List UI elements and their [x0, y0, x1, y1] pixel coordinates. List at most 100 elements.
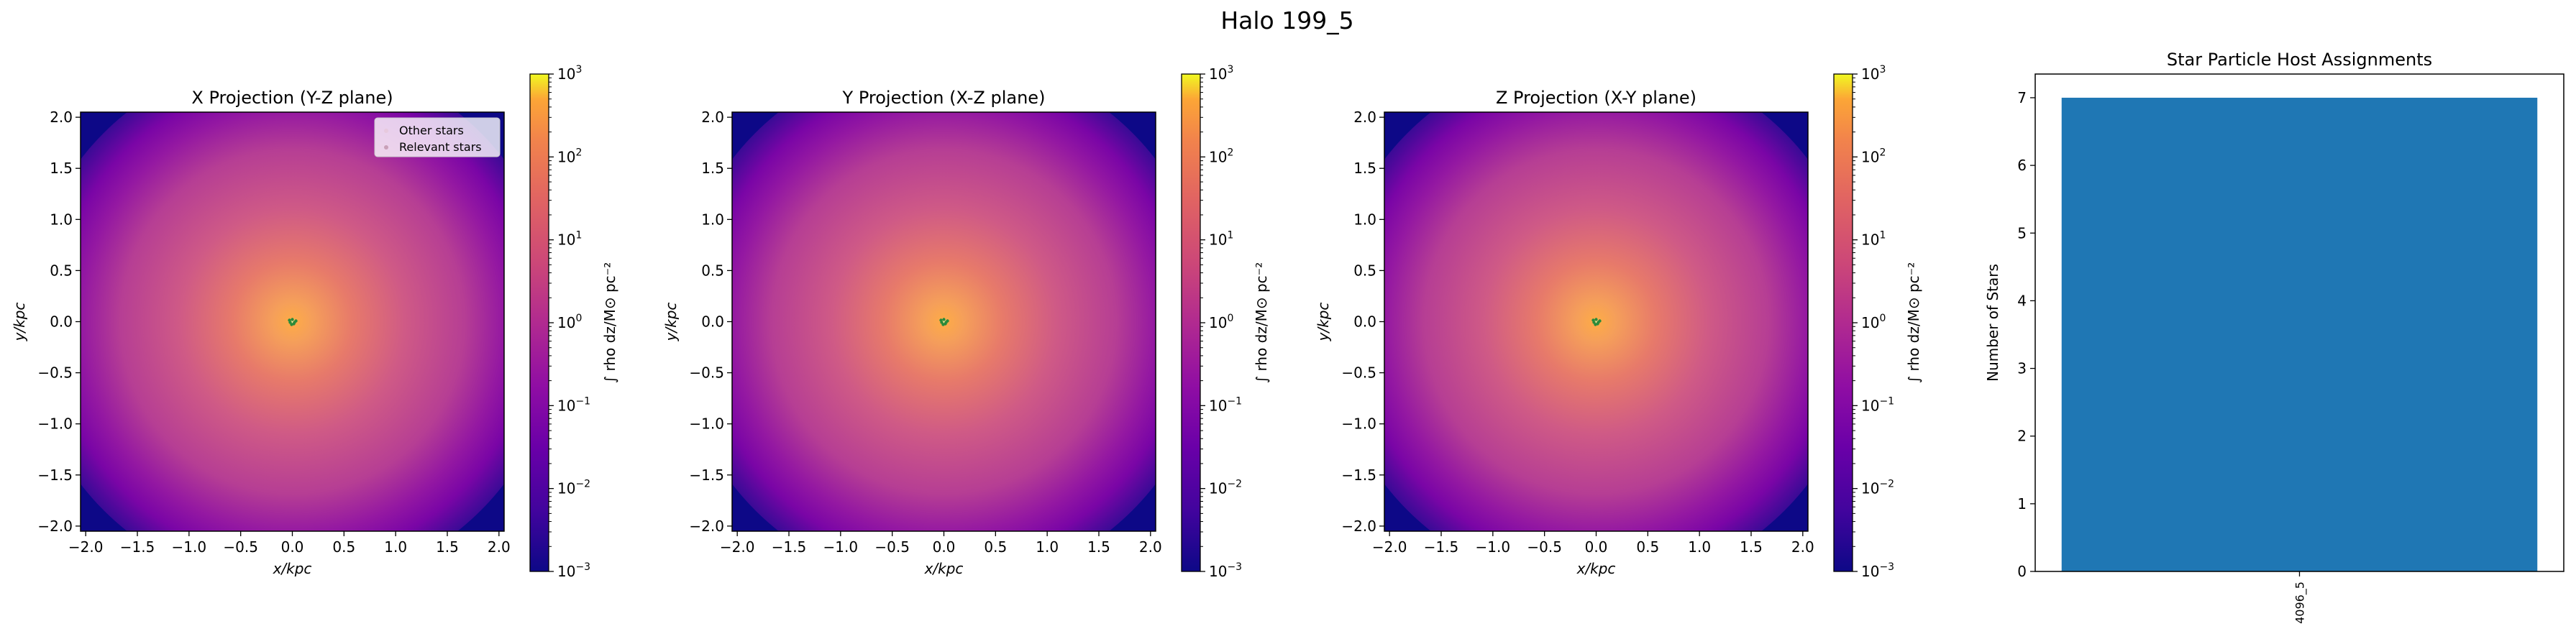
colorbar-gradient [1834, 74, 1853, 571]
panel-title: Y Projection (X-Z plane) [842, 88, 1046, 108]
x-tick-label: −1.5 [1424, 538, 1459, 556]
y-axis-label: y/kpc [11, 303, 28, 342]
y-tick-label: −2.0 [37, 518, 73, 535]
star-marker [1592, 321, 1596, 324]
y-tick-label: −1.5 [1341, 466, 1376, 484]
x-tick-label: 1.0 [384, 538, 407, 556]
x-tick-label: 2.0 [1791, 538, 1814, 556]
density-image [732, 112, 1156, 531]
y-tick-label: 4 [2017, 292, 2027, 309]
legend-marker-relevant [384, 145, 388, 150]
x-axis-label: x/kpc [1576, 560, 1616, 577]
colorbar-tick-label: 10−1 [1209, 395, 1242, 414]
colorbar-tick-label: 10−1 [1861, 395, 1894, 414]
colorbar: 103 102 101 100 10−1 10−2 10−3 ∫ rho dz/M⊙ pc⁻² [529, 64, 618, 580]
star-marker [942, 318, 946, 321]
star-marker [288, 321, 292, 324]
y-tick-label: 7 [2017, 89, 2027, 106]
y-tick-label: −1.0 [37, 415, 73, 433]
bar-chart-title: Star Particle Host Assignments [2167, 50, 2432, 70]
colorbar-tick-label: 100 [557, 313, 582, 331]
bar-4096_5 [2061, 97, 2538, 571]
density-field [1384, 112, 1808, 531]
x-tick-label: 4096_5 [2293, 581, 2308, 624]
y-tick-label: 1.0 [50, 211, 73, 228]
y-tick-label: −0.5 [689, 364, 724, 382]
x-tick-label: −0.5 [223, 538, 258, 556]
y-tick-label: −1.0 [689, 415, 724, 433]
x-tick-label: −2.0 [1372, 538, 1407, 556]
star-marker [944, 321, 948, 324]
x-tick-label: −1.5 [772, 538, 807, 556]
colorbar-gradient [1182, 74, 1200, 571]
y-tick-label: 2.0 [50, 109, 73, 126]
colorbar-label: ∫ rho dz/M⊙ pc⁻² [1253, 262, 1270, 384]
colorbar-tick-label: 10−2 [1861, 479, 1894, 497]
x-axis-label: x/kpc [924, 560, 964, 577]
density-image [81, 112, 504, 531]
density-image [1384, 112, 1808, 531]
y-tick-label: 0 [2017, 563, 2027, 580]
x-tick-label: −1.0 [823, 538, 859, 556]
star-marker [1597, 321, 1600, 324]
x-tick-label: 1.0 [1036, 538, 1059, 556]
legend-entry: Other stars [399, 124, 464, 137]
y-tick-label: −1.5 [37, 466, 73, 484]
density-field [732, 112, 1156, 531]
x-tick-label: 0.5 [984, 538, 1007, 556]
colorbar-tick-label: 102 [1209, 147, 1233, 165]
colorbar-tick-label: 102 [1861, 147, 1886, 165]
x-tick-label: −0.5 [874, 538, 910, 556]
y-tick-label: 0.0 [50, 313, 73, 331]
colorbar-tick-label: 101 [1861, 230, 1886, 249]
y-tick-label: 2 [2017, 428, 2027, 445]
legend: Other stars Relevant stars [374, 117, 501, 157]
colorbar-tick-label: 100 [1209, 313, 1233, 331]
colorbar-label: ∫ rho dz/M⊙ pc⁻² [1905, 262, 1922, 384]
colorbar-label: ∫ rho dz/M⊙ pc⁻² [601, 262, 618, 384]
star-marker [1594, 318, 1598, 321]
x-tick-label: −1.0 [1476, 538, 1511, 556]
legend-marker-other [384, 129, 388, 133]
y-tick-label: −0.5 [1341, 364, 1376, 382]
x-tick-label: −1.0 [172, 538, 207, 556]
colorbar-tick-label: 103 [1209, 64, 1233, 83]
colorbar-tick-label: 10−2 [1209, 479, 1242, 497]
projection-panel-1: X Projection (Y-Z plane) −2.0 −1.5 −1.0 −0.5… [11, 64, 618, 580]
colorbar-tick-label: 102 [557, 147, 582, 165]
x-tick-label: −0.5 [1527, 538, 1562, 556]
y-tick-label: −1.5 [689, 466, 724, 484]
y-tick-label: 1.5 [701, 160, 724, 177]
axes-frame [2034, 73, 2564, 572]
bar-chart-panel: 4096_5 0 1 2 3 4 5 6 7 Star Particle Host Assignm… [1984, 50, 2564, 624]
x-tick-label: 0.5 [1636, 538, 1659, 556]
y-tick-label: 6 [2017, 157, 2027, 174]
colorbar-tick-label: 101 [1209, 230, 1233, 249]
legend-box [374, 117, 501, 157]
x-tick-label: 0.5 [332, 538, 355, 556]
y-tick-label: −1.0 [1341, 415, 1376, 433]
density-field [81, 112, 504, 531]
y-axis-label: y/kpc [1315, 303, 1332, 342]
y-tick-label: 0.0 [701, 313, 724, 331]
projection-panel-2: Y Projection (X-Z plane) −2.0 −1.5 −1.0 −0.5… [662, 64, 1270, 580]
y-tick-label: 1.5 [1353, 160, 1376, 177]
x-axis-label: x/kpc [273, 560, 312, 577]
y-tick-label: 5 [2017, 224, 2027, 242]
colorbar-tick-label: 10−3 [1209, 561, 1242, 580]
colorbar-tick-label: 100 [1861, 313, 1886, 331]
panel-title: Z Projection (X-Y plane) [1496, 88, 1696, 108]
x-tick-label: 1.5 [436, 538, 459, 556]
y-tick-label: 2.0 [1353, 109, 1376, 126]
colorbar: 103 102 101 100 10−1 10−2 10−3 ∫ rho dz/M⊙ pc⁻² [1181, 64, 1270, 580]
y-axis-label: y/kpc [662, 303, 680, 342]
y-tick-label: 2.0 [701, 109, 724, 126]
y-tick-label: 3 [2017, 360, 2027, 377]
y-tick-label: 0.0 [1353, 313, 1376, 331]
x-tick-label: 2.0 [1139, 538, 1162, 556]
x-tick-label: −2.0 [720, 538, 755, 556]
y-tick-label: −2.0 [1341, 518, 1376, 535]
colorbar-tick-label: 10−2 [557, 479, 590, 497]
x-tick-label: 1.5 [1087, 538, 1110, 556]
y-axis-label: Number of Stars [1984, 264, 2001, 382]
